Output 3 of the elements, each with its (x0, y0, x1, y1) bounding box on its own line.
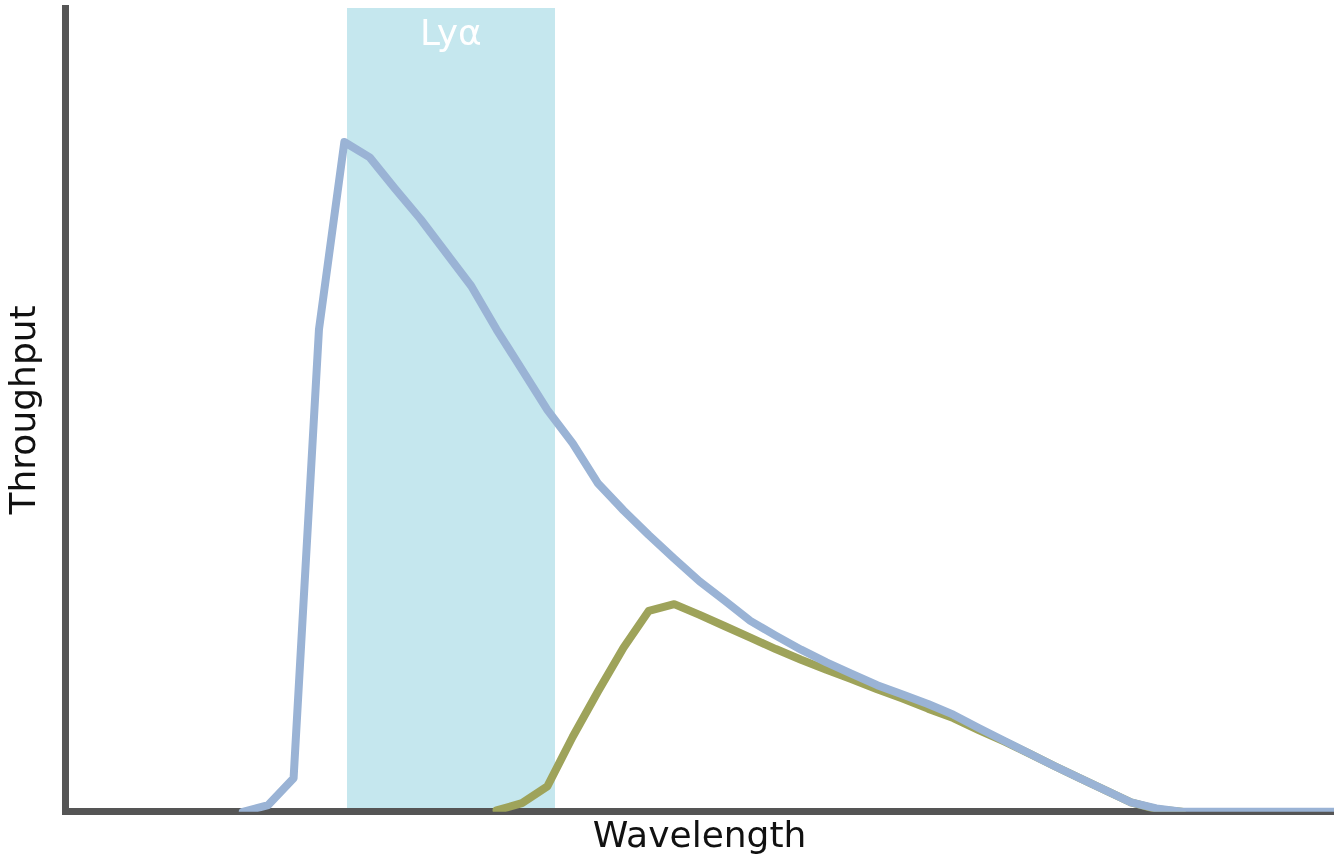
text: Lyα (419, 12, 483, 53)
y-axis-title: Throughput (1, 305, 43, 516)
x-axis-title: Wavelength (592, 813, 807, 855)
